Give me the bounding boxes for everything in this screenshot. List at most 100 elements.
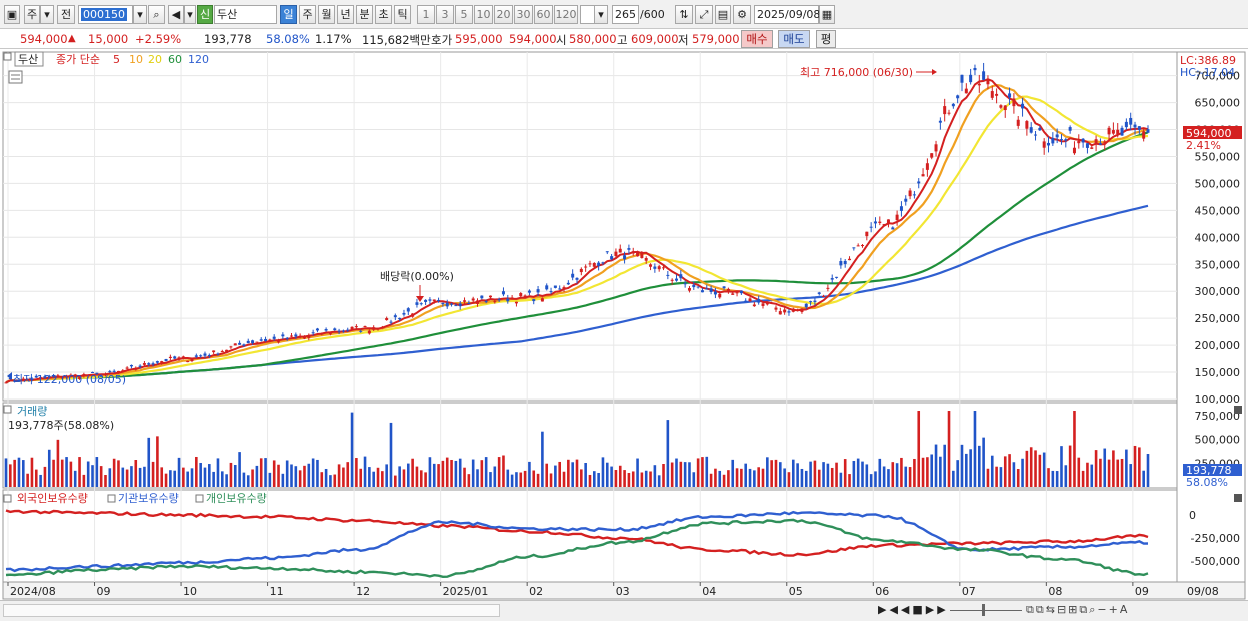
zoom-in-icon[interactable]: + <box>1108 603 1120 616</box>
period-button[interactable]: 주 <box>24 5 40 24</box>
date-input[interactable]: 2025/09/08 <box>754 5 820 24</box>
count-input[interactable]: 265 <box>612 5 639 24</box>
stock-code-input[interactable]: 000150 <box>78 5 133 24</box>
interval-1[interactable]: 1 <box>417 5 435 24</box>
volume-bar <box>926 457 929 487</box>
candle-body <box>402 312 406 315</box>
candle-body <box>112 370 116 372</box>
compare-icon[interactable]: ⇆ <box>1045 603 1057 616</box>
eval-button[interactable]: 평 <box>816 30 836 48</box>
volume-bar <box>52 459 55 487</box>
zoom-slider[interactable] <box>950 610 1022 611</box>
candle-body <box>190 359 194 362</box>
candle-body <box>584 266 588 268</box>
layout-icon[interactable]: ⧉ <box>1035 603 1046 616</box>
volume-panel-collapse-icon[interactable] <box>3 405 12 414</box>
candle-body <box>463 300 467 302</box>
ma-legend-prefix: 종가 단순 <box>56 53 100 66</box>
candle-body <box>856 245 860 247</box>
code-dropdown-icon[interactable]: ▾ <box>133 5 147 24</box>
settings-gear-icon[interactable]: ⚙ <box>733 5 751 24</box>
tab-minute[interactable]: 분 <box>356 5 373 24</box>
up-arrow-icon: ▲ <box>68 33 76 44</box>
interval-5[interactable]: 5 <box>455 5 473 24</box>
candle-body <box>1133 124 1137 128</box>
volume-bar <box>917 411 921 487</box>
volume-bar <box>791 459 795 487</box>
tab-week[interactable]: 주 <box>299 5 316 24</box>
interval-10[interactable]: 10 <box>474 5 493 24</box>
volume-bar <box>649 471 652 487</box>
panel-collapse-icon[interactable] <box>3 52 12 61</box>
grid-toggle-icon[interactable] <box>8 70 23 84</box>
candle-body <box>424 299 428 302</box>
chart-area[interactable]: 700,000650,000600,000550,000500,000450,0… <box>0 49 1248 600</box>
link-icon[interactable]: ⧉ <box>1079 603 1090 616</box>
custom-interval-dropdown-icon[interactable]: ▾ <box>594 5 608 24</box>
interval-20[interactable]: 20 <box>494 5 513 24</box>
tab-year[interactable]: 년 <box>337 5 354 24</box>
tab-month[interactable]: 월 <box>318 5 335 24</box>
overlay-icon[interactable]: ⊞ <box>1068 603 1080 616</box>
candle-body <box>168 356 172 359</box>
zoom-icon[interactable]: ⌕ <box>1089 603 1098 616</box>
holdings-lines <box>5 509 1149 579</box>
candle-body <box>588 263 592 265</box>
font-size-icon[interactable]: A <box>1119 603 1130 616</box>
volume-bar <box>26 473 29 487</box>
candle-body <box>242 344 246 346</box>
candle-body <box>592 262 596 267</box>
candle-body <box>164 358 168 362</box>
prev-button[interactable]: 전 <box>57 5 75 24</box>
stock-name-field[interactable]: 두산 <box>214 5 277 24</box>
sell-button[interactable]: 매도 <box>778 30 810 48</box>
stop-icon[interactable]: ■ <box>912 603 926 616</box>
volume-bar <box>1138 447 1141 487</box>
x-tick-label: 12 <box>356 585 370 598</box>
volume-bar <box>878 458 882 487</box>
copy-icon[interactable]: ⧉ <box>1026 603 1036 616</box>
drawing-tool-icon[interactable]: ⤢ <box>695 5 713 24</box>
volume-panel-close-icon[interactable] <box>1234 406 1242 414</box>
save-icon[interactable]: ▤ <box>715 5 731 24</box>
candle-body <box>1090 147 1094 149</box>
speaker-dropdown-icon[interactable]: ▾ <box>184 5 196 24</box>
volume-bar <box>766 457 769 487</box>
holdings-panel-collapse-icon[interactable] <box>3 494 12 503</box>
interval-120[interactable]: 120 <box>554 5 578 24</box>
chart-menu-icon[interactable]: ▣ <box>4 5 20 24</box>
tab-day[interactable]: 일 <box>280 5 297 24</box>
indicator-icon[interactable]: ⇅ <box>675 5 693 24</box>
speaker-icon[interactable]: ◀ <box>168 5 184 24</box>
fast-forward-icon[interactable]: ▶▶ <box>925 603 949 616</box>
volume-bar <box>956 460 959 487</box>
search-icon[interactable]: ⌕ <box>148 5 165 24</box>
rewind-icon[interactable]: ◀◀ <box>889 603 913 616</box>
zoom-slider-handle[interactable] <box>982 604 985 616</box>
volume-bar <box>554 465 557 487</box>
candle-body <box>39 377 43 379</box>
stock-chart-svg: 700,000650,000600,000550,000500,000450,0… <box>2 51 1246 600</box>
price-change: 15,000 <box>88 32 129 46</box>
volume-bar <box>134 460 138 487</box>
volume-bar <box>796 463 799 487</box>
interval-3[interactable]: 3 <box>436 5 454 24</box>
calendar-icon[interactable]: ▦ <box>819 5 835 24</box>
volume-bar <box>1073 411 1076 487</box>
volume-bar <box>813 460 817 487</box>
interval-60[interactable]: 60 <box>534 5 553 24</box>
horizontal-scrollbar[interactable] <box>3 604 500 617</box>
tab-second[interactable]: 초 <box>375 5 392 24</box>
zoom-out-icon[interactable]: − <box>1097 603 1109 616</box>
interval-30[interactable]: 30 <box>514 5 533 24</box>
scroll-right-icon[interactable]: ▶ <box>878 603 890 616</box>
split-icon[interactable]: ⊟ <box>1056 603 1069 616</box>
volume-bar <box>731 459 735 487</box>
tab-tick[interactable]: 틱 <box>394 5 411 24</box>
holdings-panel-close-icon[interactable] <box>1234 494 1242 502</box>
candle-body <box>614 251 618 256</box>
period-dropdown-icon[interactable]: ▾ <box>40 5 54 24</box>
candle-body <box>467 302 471 304</box>
candle-body <box>726 288 730 293</box>
buy-button[interactable]: 매수 <box>741 30 773 48</box>
